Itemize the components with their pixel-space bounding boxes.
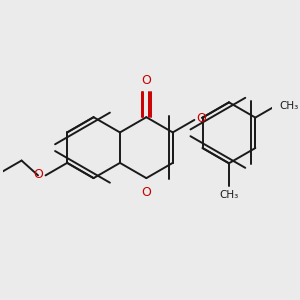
Text: O: O [141,186,151,199]
Text: O: O [196,112,206,125]
Text: CH₃: CH₃ [219,190,238,200]
Text: O: O [141,74,151,87]
Text: CH₃: CH₃ [279,101,298,111]
Text: O: O [33,168,43,181]
